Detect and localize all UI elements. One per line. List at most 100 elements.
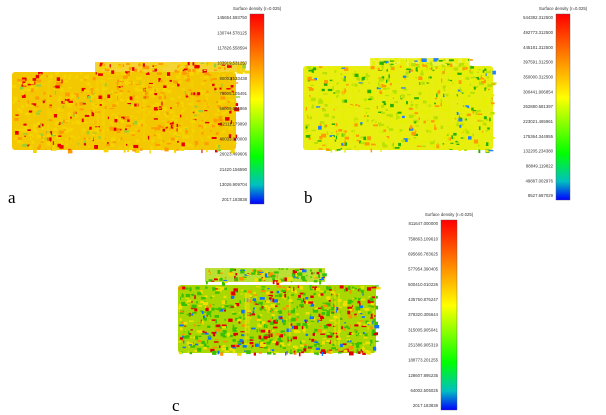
point-cluster	[470, 142, 473, 144]
point-cluster	[486, 125, 487, 128]
point-cluster	[88, 96, 91, 99]
point-cluster	[348, 85, 351, 87]
point-cluster	[366, 75, 370, 77]
streak	[97, 80, 99, 142]
point-cluster	[184, 331, 185, 332]
colorbar-tick-label: 132205.234380	[523, 149, 553, 154]
point-cluster	[216, 144, 218, 147]
point-cluster	[135, 139, 139, 142]
point-cluster	[179, 148, 183, 150]
point-cluster	[272, 309, 273, 311]
point-cluster	[145, 96, 148, 99]
point-cluster	[417, 146, 421, 147]
point-cluster	[171, 111, 175, 113]
point-cluster	[163, 85, 166, 88]
point-cluster	[395, 63, 396, 64]
point-cluster	[53, 133, 57, 135]
point-cluster	[388, 136, 390, 138]
point-cluster	[209, 272, 211, 274]
point-cluster	[389, 111, 393, 113]
point-cluster	[181, 89, 185, 91]
point-cluster	[232, 347, 236, 348]
point-cluster	[392, 92, 394, 95]
colorbar-tick-label: 445181.312500	[523, 45, 553, 50]
point-cluster	[492, 71, 496, 75]
point-cluster	[180, 297, 181, 300]
point-cluster	[176, 135, 181, 136]
point-cluster	[314, 280, 318, 282]
point-cluster	[224, 67, 226, 70]
point-cluster	[61, 83, 62, 85]
point-cluster	[190, 314, 191, 316]
point-cluster	[386, 80, 387, 83]
point-cluster	[210, 85, 211, 86]
point-cluster	[435, 76, 439, 80]
point-cluster	[471, 125, 472, 129]
point-cluster	[465, 77, 469, 80]
point-cluster	[12, 85, 16, 88]
point-cluster	[182, 62, 185, 65]
point-cluster	[336, 130, 337, 132]
point-cluster	[149, 83, 153, 84]
point-cluster	[318, 274, 320, 278]
point-cluster	[346, 122, 349, 125]
point-cluster	[231, 306, 235, 307]
point-cluster	[458, 91, 460, 95]
point-cluster	[355, 120, 359, 121]
point-cluster	[404, 105, 409, 106]
point-cluster	[420, 65, 423, 67]
point-cluster	[294, 352, 296, 354]
point-cluster	[368, 99, 371, 101]
point-cluster	[327, 341, 330, 343]
colorbar-tick-label: 300441.906854	[523, 89, 553, 94]
point-cluster	[225, 305, 229, 307]
point-cluster	[385, 112, 387, 114]
point-cluster	[364, 115, 365, 117]
point-cluster	[402, 130, 404, 133]
point-cluster	[186, 135, 190, 138]
point-cluster	[242, 269, 244, 272]
point-cluster	[322, 89, 325, 91]
point-cluster	[349, 290, 351, 294]
point-cluster	[185, 73, 189, 74]
point-cluster	[392, 121, 396, 124]
point-cluster	[66, 128, 67, 132]
point-cluster	[192, 305, 197, 309]
point-cluster	[32, 136, 34, 138]
point-cluster	[258, 302, 263, 305]
point-cluster	[215, 339, 218, 340]
point-cluster	[235, 273, 237, 276]
point-cluster	[357, 342, 362, 344]
point-cluster	[212, 332, 216, 334]
point-cluster	[113, 67, 114, 71]
point-cluster	[25, 113, 29, 115]
point-cluster	[374, 107, 377, 109]
point-cluster	[318, 329, 322, 332]
point-cluster	[90, 130, 93, 132]
point-cluster	[208, 62, 211, 66]
point-cluster	[99, 129, 101, 131]
point-cluster	[311, 79, 316, 81]
point-cluster	[414, 60, 417, 61]
point-cluster	[231, 296, 234, 299]
point-cluster	[295, 273, 297, 277]
point-cluster	[299, 352, 301, 356]
point-cluster	[291, 294, 295, 296]
point-cluster	[70, 94, 75, 96]
point-cluster	[204, 70, 207, 71]
point-cluster	[205, 122, 209, 123]
point-cluster	[91, 134, 95, 136]
point-cluster	[199, 110, 204, 112]
point-cluster	[343, 327, 348, 328]
point-cluster	[154, 65, 158, 69]
point-cluster	[261, 290, 266, 292]
point-cluster	[101, 66, 105, 69]
point-cluster	[163, 140, 165, 142]
point-cluster	[217, 102, 222, 106]
point-cluster	[404, 68, 406, 71]
point-cluster	[203, 302, 208, 305]
point-cluster	[47, 75, 49, 78]
point-cluster	[484, 69, 486, 71]
point-cluster	[332, 136, 334, 138]
point-cluster	[182, 293, 183, 294]
